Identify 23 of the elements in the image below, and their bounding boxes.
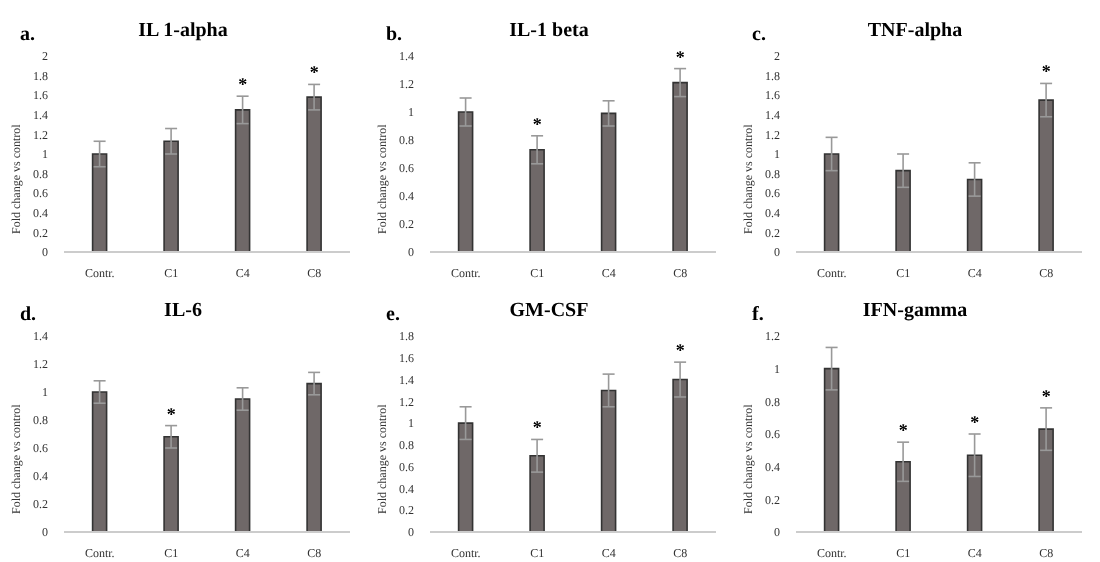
text: c. bbox=[752, 24, 766, 46]
text: d. bbox=[20, 304, 37, 326]
chart-title: IL-1 beta bbox=[509, 20, 589, 42]
text: a. bbox=[20, 24, 35, 46]
annotation: * bbox=[675, 46, 686, 67]
chart-title: GM-CSF bbox=[509, 300, 589, 322]
annotation: * bbox=[1041, 385, 1052, 406]
chart-title: IFN-gamma bbox=[862, 300, 968, 322]
annotation: * bbox=[532, 417, 543, 438]
text: f. bbox=[752, 304, 764, 326]
chart-title: TNF-alpha bbox=[867, 20, 963, 42]
annotation: * bbox=[970, 412, 981, 432]
annotation: * bbox=[675, 340, 686, 361]
annotation: * bbox=[532, 113, 543, 134]
chart-title: IL 1-alpha bbox=[138, 20, 228, 42]
text: e. bbox=[386, 304, 400, 326]
annotation: * bbox=[238, 74, 249, 95]
text: b. bbox=[386, 24, 403, 46]
annotation: * bbox=[898, 420, 909, 441]
annotation: * bbox=[309, 62, 320, 83]
annotation: * bbox=[166, 403, 177, 424]
chart-title: IL-6 bbox=[164, 300, 202, 322]
annotation: * bbox=[1041, 61, 1052, 82]
